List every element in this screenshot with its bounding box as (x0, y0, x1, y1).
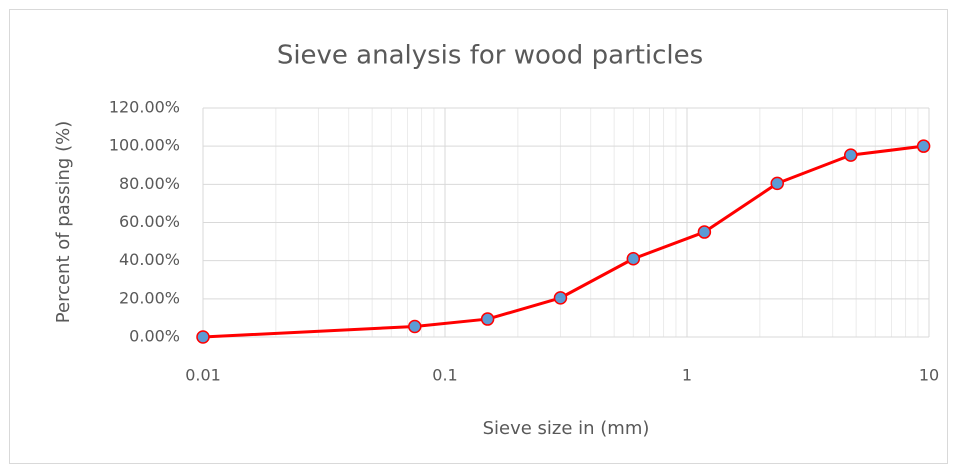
y-tick-label: 80.00% (119, 174, 180, 193)
data-point (697, 225, 712, 239)
data-point (844, 148, 858, 162)
y-tick-label: 20.00% (119, 288, 180, 307)
data-point (916, 139, 931, 153)
y-tick-label: 100.00% (109, 136, 180, 155)
y-tick-label: 120.00% (109, 98, 180, 117)
data-point (553, 291, 568, 305)
x-tick-label: 0.01 (185, 366, 221, 385)
x-tick-label: 0.1 (432, 366, 457, 385)
x-axis-label: Sieve size in (mm) (483, 418, 650, 439)
data-point (408, 319, 422, 334)
data-point (770, 176, 784, 191)
y-axis-label: Percent of passing (%) (53, 121, 74, 323)
data-point (480, 312, 495, 326)
x-tick-label: 10 (919, 366, 939, 385)
y-tick-label: 40.00% (119, 250, 180, 269)
data-point (196, 330, 210, 344)
chart-title: Sieve analysis for wood particles (277, 41, 703, 71)
y-tick-label: 60.00% (119, 212, 180, 231)
chart-border (9, 9, 948, 464)
x-tick-label: 1 (682, 366, 692, 385)
y-tick-label: 0.00% (129, 327, 180, 346)
data-point (626, 252, 641, 266)
